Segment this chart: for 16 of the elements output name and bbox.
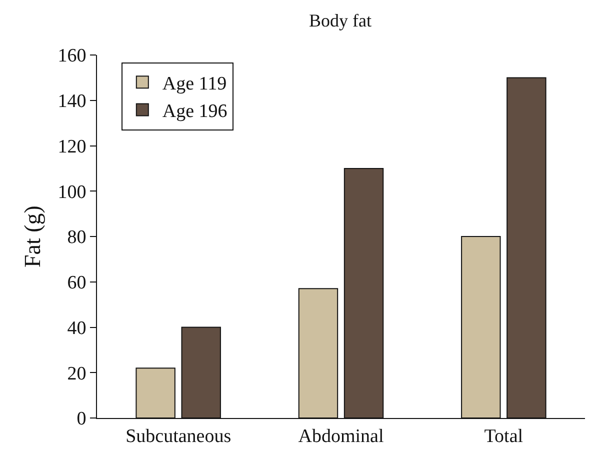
y-tick-label: 20 — [67, 363, 86, 384]
y-tick-label: 160 — [58, 46, 86, 67]
y-tick-label: 60 — [67, 272, 86, 294]
chart-title: Body fat — [309, 10, 372, 30]
y-tick-label: 40 — [67, 318, 86, 339]
y-tick-label: 80 — [67, 227, 86, 248]
y-tick-label: 0 — [76, 408, 86, 430]
legend-label: Age 196 — [162, 101, 228, 122]
legend-label: Age 119 — [162, 74, 227, 95]
y-tick-label: 120 — [58, 136, 86, 158]
x-tick-label: Total — [484, 426, 524, 447]
x-tick-label: Subcutaneous — [126, 426, 232, 447]
x-tick-label: Abdominal — [298, 426, 384, 447]
y-tick-label: 100 — [58, 182, 86, 203]
y-axis-title: Fat (g) — [20, 206, 46, 268]
y-tick-label: 140 — [58, 91, 86, 112]
